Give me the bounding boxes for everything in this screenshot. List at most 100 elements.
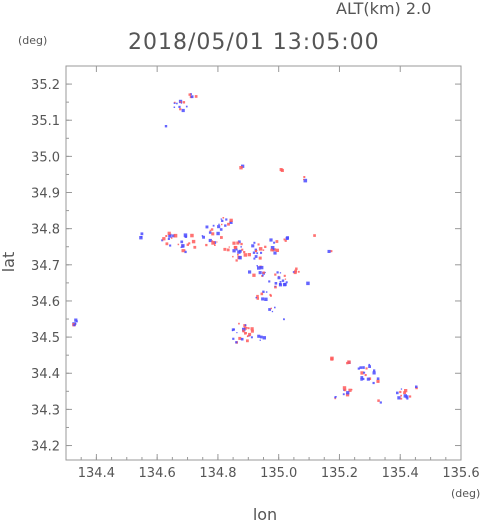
echo-point <box>256 297 259 300</box>
echo-point <box>183 233 188 237</box>
echo-point <box>162 237 166 241</box>
echo-point <box>181 108 185 113</box>
echo-point <box>262 290 265 293</box>
echo-point <box>260 292 264 296</box>
echo-point <box>362 366 365 369</box>
echo-point <box>303 176 306 178</box>
echo-point <box>232 241 236 245</box>
echo-point <box>170 237 173 239</box>
echo-point <box>240 242 243 246</box>
echo-point <box>403 394 407 398</box>
echo-point <box>184 250 187 254</box>
echo-point <box>226 248 230 252</box>
echo-point <box>240 337 244 341</box>
echo-point <box>190 93 192 95</box>
echo-point <box>264 271 266 274</box>
echo-point <box>173 233 178 238</box>
echo-point <box>236 332 238 334</box>
y-tick-label: 35.0 <box>31 150 60 165</box>
echo-point <box>254 255 258 258</box>
echo-point <box>345 393 350 397</box>
x-tick-label: 134.4 <box>78 466 115 481</box>
echo-point <box>372 371 376 375</box>
echo-point <box>283 283 287 287</box>
echo-point <box>295 267 298 270</box>
echo-point <box>216 231 220 236</box>
echo-point <box>232 337 235 340</box>
echo-point <box>270 248 273 252</box>
echo-point <box>377 399 380 402</box>
echo-point <box>278 283 283 287</box>
echo-point <box>193 245 197 249</box>
echo-point <box>342 393 345 396</box>
echo-point <box>176 102 178 105</box>
echo-point <box>415 385 418 388</box>
x-tick-label: 135.0 <box>260 466 297 481</box>
echo-point <box>259 339 261 341</box>
echo-point <box>179 108 182 111</box>
echo-point <box>257 334 261 338</box>
echo-point <box>75 320 78 323</box>
echo-point <box>396 391 399 395</box>
echo-point <box>252 251 256 254</box>
echo-point <box>254 248 257 251</box>
echo-point <box>194 95 198 98</box>
echo-point <box>223 247 227 251</box>
echo-point <box>258 256 262 260</box>
echo-point <box>178 105 181 108</box>
echo-point <box>212 224 215 227</box>
echo-point <box>256 294 259 298</box>
x-tick-label: 135.4 <box>382 466 419 481</box>
echo-point <box>238 249 242 253</box>
echo-point <box>250 327 254 331</box>
echo-point <box>167 237 170 240</box>
y-axis-label: lat <box>0 252 18 273</box>
echo-point <box>180 102 182 104</box>
echo-point <box>271 310 274 313</box>
echo-point <box>342 386 347 390</box>
echo-point <box>265 291 268 293</box>
echo-point <box>303 178 308 183</box>
echo-point <box>283 318 285 321</box>
echo-point <box>218 223 220 226</box>
echo-point <box>236 241 240 245</box>
echo-point <box>403 391 406 395</box>
echo-point <box>165 235 168 237</box>
echo-point <box>360 378 363 381</box>
echo-point <box>273 241 276 244</box>
plot-frame <box>65 65 462 461</box>
echo-point <box>406 397 409 400</box>
echo-point <box>276 271 279 274</box>
echo-point <box>269 293 272 296</box>
x-axis-label: lon <box>253 505 277 521</box>
echo-point <box>173 106 176 108</box>
echo-point <box>235 341 238 344</box>
echo-point <box>397 396 401 400</box>
echo-point <box>258 247 263 251</box>
echo-point <box>409 395 412 398</box>
echo-point <box>274 282 278 285</box>
x-tick-label: 134.8 <box>199 466 236 481</box>
echo-point <box>366 377 370 381</box>
echo-point <box>221 223 223 226</box>
echo-point <box>348 388 352 392</box>
echo-point <box>283 274 286 277</box>
echo-point <box>211 241 215 245</box>
echo-point <box>191 239 196 244</box>
echo-point <box>262 274 264 277</box>
echo-point <box>222 217 225 219</box>
echo-point <box>225 218 228 221</box>
echo-point <box>245 332 247 334</box>
y-unit-label: (deg) <box>18 34 47 47</box>
echo-point <box>243 251 246 254</box>
y-tick-label: 34.4 <box>31 367 60 382</box>
echo-point <box>235 259 238 262</box>
echo-point <box>260 265 264 270</box>
echo-point <box>169 244 172 247</box>
echo-point <box>376 377 380 380</box>
echo-point <box>253 257 256 260</box>
echo-point <box>330 250 333 253</box>
echo-point <box>270 307 272 310</box>
echo-point <box>357 367 360 370</box>
echo-point <box>229 218 233 222</box>
